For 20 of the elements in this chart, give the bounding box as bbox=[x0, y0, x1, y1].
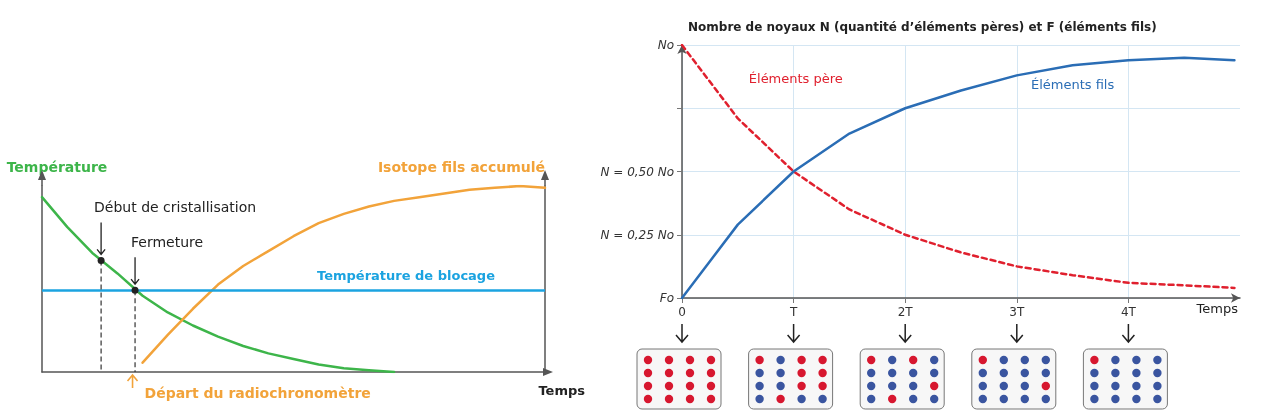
x-tick-label: 0 bbox=[678, 305, 686, 319]
series-label: Éléments fils bbox=[1030, 77, 1115, 93]
annotation: Début de cristallisation bbox=[94, 199, 257, 216]
y-tick-label: N = 0,50 No bbox=[600, 164, 674, 179]
y2-axis-title: Isotope fils accumulé bbox=[377, 159, 545, 175]
y-tick-label: No bbox=[657, 38, 674, 52]
y-tick-label: Fo bbox=[659, 291, 674, 305]
ref-line-label: Température de blocage bbox=[317, 268, 496, 284]
x-tick-label: 4T bbox=[1120, 305, 1137, 319]
text: Éléments père bbox=[748, 70, 843, 86]
y-axis-title: Nombre de noyaux N (quantité d’éléments pères) et F (éléments fils) bbox=[688, 20, 1157, 34]
y-tick-label: N = 0,25 No bbox=[600, 227, 674, 242]
x-tick-label: 2T bbox=[897, 305, 914, 319]
annotation: Fermeture bbox=[131, 234, 204, 251]
x-tick-label: T bbox=[788, 305, 798, 319]
x-axis-title: Temps bbox=[538, 383, 586, 398]
x-axis-title: Temps bbox=[1195, 301, 1239, 316]
x-tick-label: 3T bbox=[1009, 305, 1025, 319]
y-axis-title: Température bbox=[6, 159, 108, 175]
text: Départ du radiochronomètre bbox=[144, 385, 371, 401]
